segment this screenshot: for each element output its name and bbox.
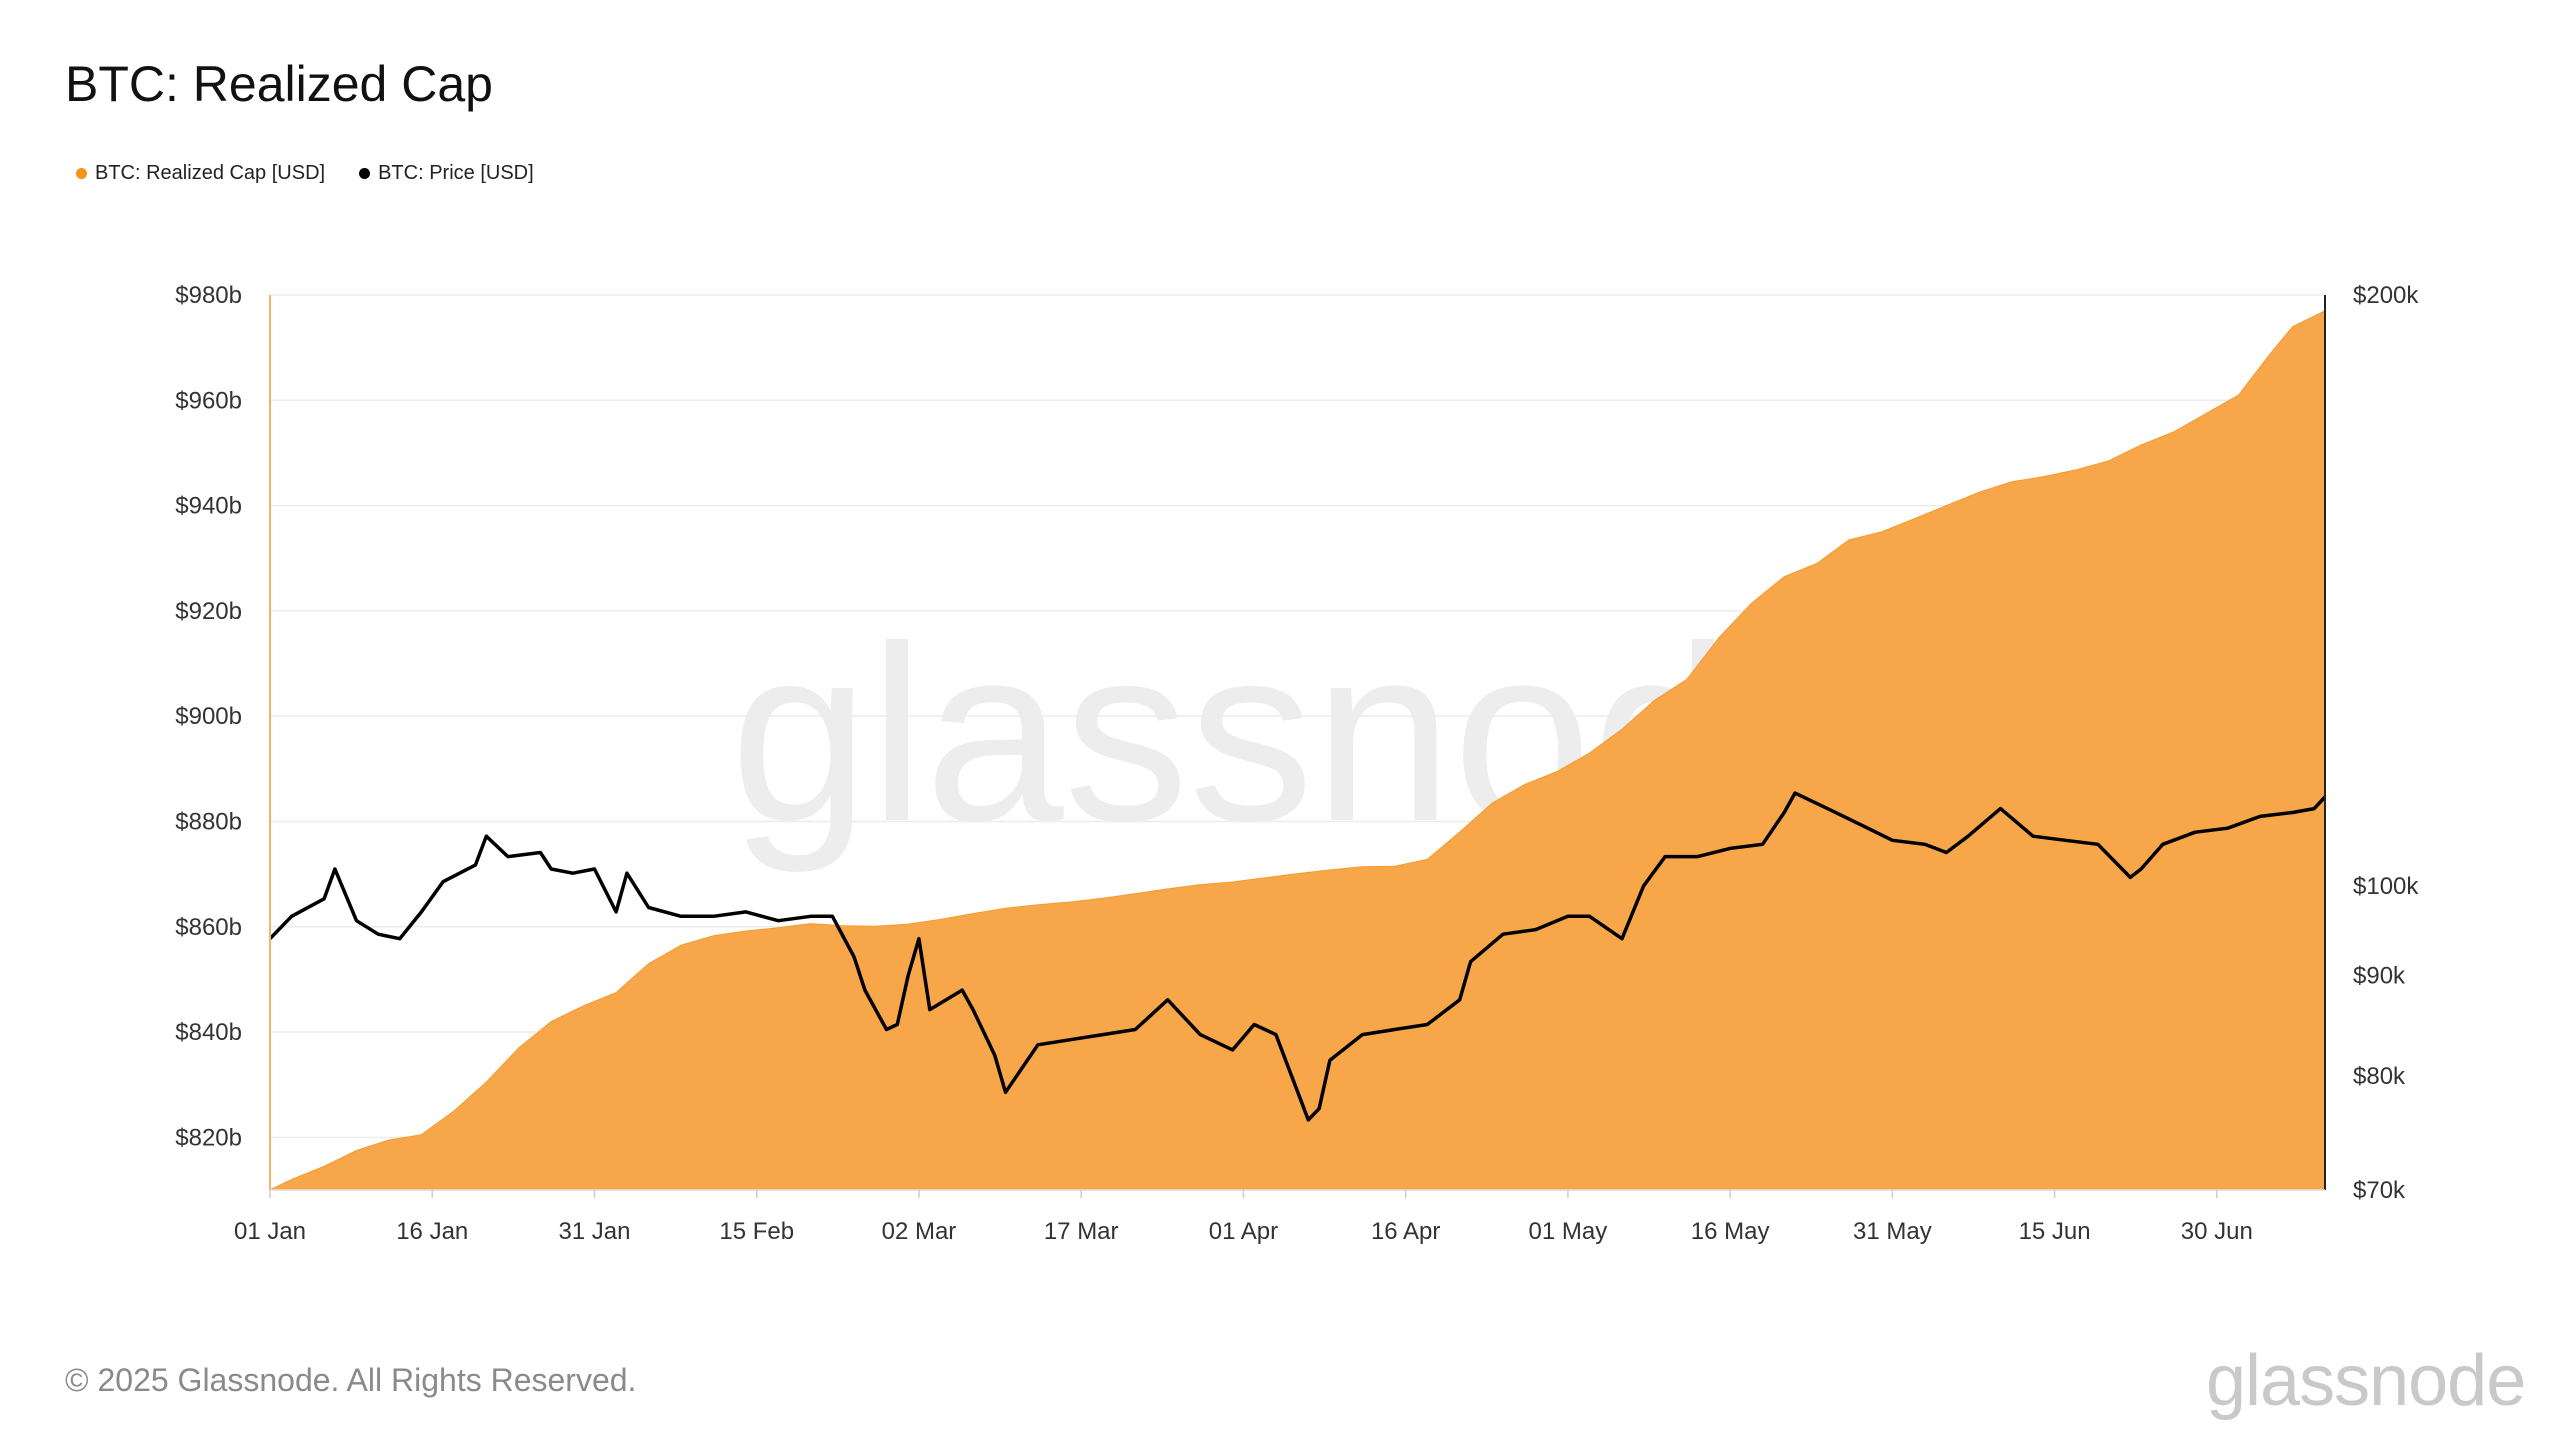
left-tick-label: $920b: [175, 598, 242, 625]
right-tick-label: $100k: [2353, 873, 2419, 900]
right-tick-label: $70k: [2353, 1177, 2406, 1204]
left-tick-label: $940b: [175, 493, 242, 520]
chart-title: BTC: Realized Cap: [65, 56, 493, 112]
left-tick-label: $960b: [175, 387, 242, 414]
right-tick-label: $200k: [2353, 282, 2419, 309]
price-line: [268, 791, 2327, 1122]
x-tick-label: 02 Mar: [882, 1218, 957, 1245]
legend-dot-realized-cap: [76, 168, 87, 179]
legend-label-price: BTC: Price [USD]: [378, 162, 534, 184]
x-tick-label: 31 Jan: [558, 1218, 630, 1245]
right-tick-label: $90k: [2353, 963, 2406, 990]
x-tick-label: 01 Apr: [1209, 1218, 1278, 1245]
copyright-text: © 2025 Glassnode. All Rights Reserved.: [65, 1362, 637, 1398]
left-tick-label: $860b: [175, 914, 242, 941]
x-tick-label: 15 Feb: [719, 1218, 794, 1245]
x-tick-label: 15 Jun: [2019, 1218, 2091, 1245]
legend-dot-price: [359, 168, 371, 179]
realized-cap-area: [269, 309, 2326, 1191]
x-tick-label: 01 May: [1529, 1218, 1608, 1245]
x-tick-label: 30 Jun: [2181, 1218, 2253, 1245]
left-tick-label: $840b: [175, 1019, 242, 1046]
left-tick-label: $900b: [175, 703, 242, 730]
right-tick-label: $80k: [2353, 1063, 2406, 1090]
x-tick-label: 01 Jan: [234, 1218, 306, 1245]
x-tick-label: 17 Mar: [1044, 1218, 1119, 1245]
glassnode-logo[interactable]: glassnode: [2206, 1341, 2526, 1421]
axes: [269, 295, 2326, 1191]
left-tick-label: $820b: [175, 1124, 242, 1151]
x-tick-label: 16 Apr: [1371, 1218, 1440, 1245]
left-axis-ticks: $820b $840b $860b $880b $900b $920b $940b $960b…: [175, 282, 242, 1151]
legend-item-realized-cap[interactable]: BTC: Realized Cap [USD]: [76, 162, 325, 185]
x-tick-label: 31 May: [1853, 1218, 1932, 1245]
legend-label-realized-cap: BTC: Realized Cap [USD]: [95, 162, 326, 184]
right-axis-ticks: $70k $80k $90k $100k $200k: [2353, 282, 2419, 1204]
x-tick-label: 16 Jan: [396, 1218, 468, 1245]
left-tick-label: $880b: [175, 808, 242, 835]
left-tick-label: $980b: [175, 282, 242, 309]
price-line-layer: [268, 791, 2327, 1122]
legend-item-price[interactable]: BTC: Price [USD]: [359, 162, 534, 185]
x-tick-label: 16 May: [1691, 1218, 1770, 1245]
legend: BTC: Realized Cap [USD] BTC: Price [USD]: [76, 162, 534, 185]
realized-cap-area-layer: [269, 309, 2326, 1191]
x-axis-ticks: 01 Jan 16 Jan 31 Jan 15 Feb 02 Mar 17 Mar 01 A…: [234, 1190, 2253, 1245]
